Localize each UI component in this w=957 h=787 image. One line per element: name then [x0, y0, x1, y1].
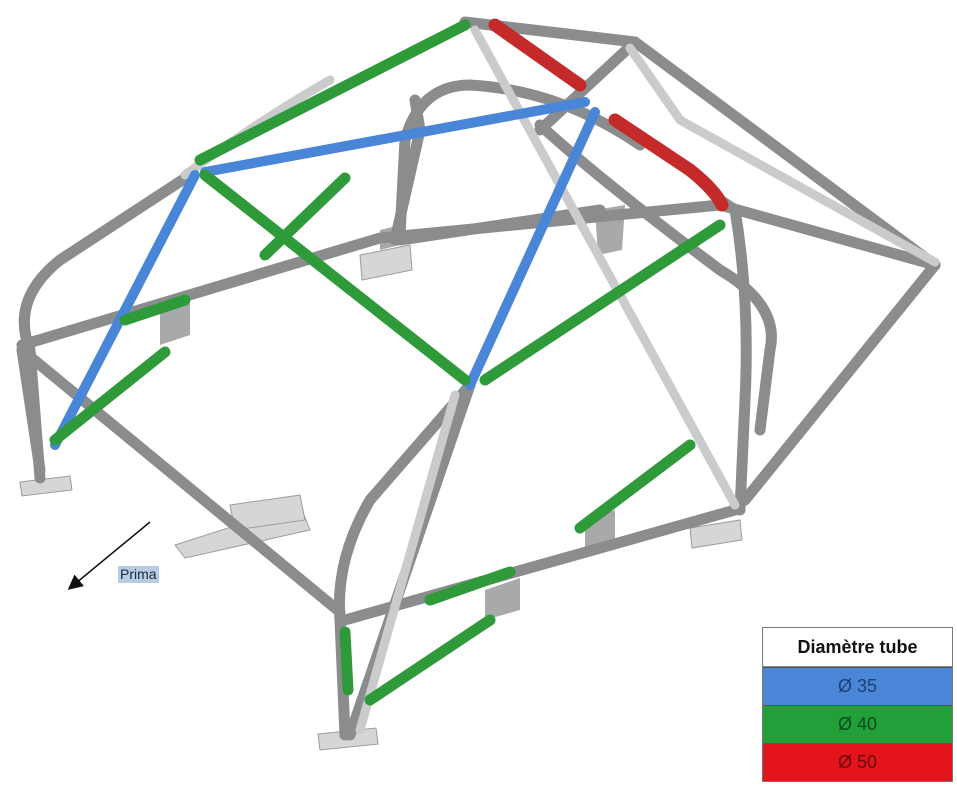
legend-row-50: Ø 50 [763, 743, 952, 781]
green-tubes [49, 19, 726, 706]
light-tubes [180, 25, 940, 735]
legend-title: Diamètre tube [763, 628, 952, 667]
red-tubes [488, 18, 729, 212]
tube-diameter-legend: Diamètre tube Ø 35 Ø 40 Ø 50 [762, 627, 953, 782]
blue-tubes [50, 97, 600, 450]
direction-arrow [67, 521, 151, 590]
legend-row-35: Ø 35 [763, 667, 952, 705]
direction-label: Prima [118, 566, 159, 583]
legend-row-40: Ø 40 [763, 705, 952, 743]
mounting-plates [19, 244, 743, 751]
